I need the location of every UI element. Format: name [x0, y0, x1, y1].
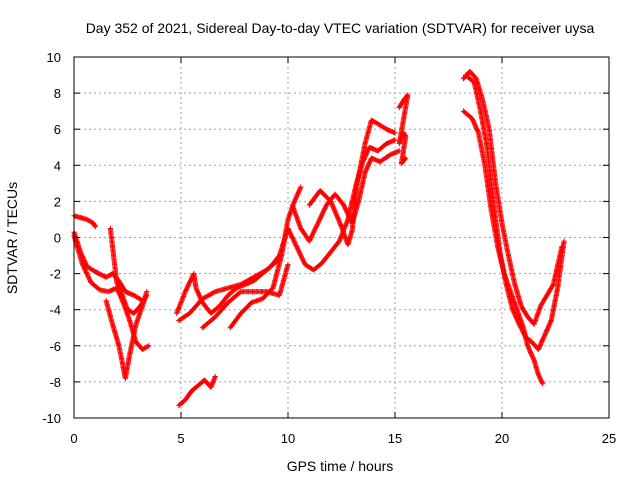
data-point: [392, 130, 398, 136]
data-point: [341, 202, 347, 208]
data-point: [291, 239, 297, 245]
data-point: [86, 276, 93, 282]
x-tick-label: 10: [281, 431, 295, 446]
data-point: [307, 237, 313, 243]
x-tick-label: 0: [70, 431, 77, 446]
data-point: [146, 343, 152, 349]
series-late-cluster: [396, 92, 411, 167]
data-point: [285, 227, 292, 233]
y-tick-label: -6: [49, 339, 61, 354]
chart-title: Day 352 of 2021, Sidereal Day-to-day VTE…: [86, 20, 595, 36]
data-point: [84, 271, 90, 277]
data-point: [308, 234, 315, 240]
y-tick-label: 2: [54, 194, 61, 209]
y-tick-label: -10: [42, 411, 61, 426]
series-early-d: [107, 225, 150, 316]
data-point: [403, 155, 409, 161]
y-tick-label: 0: [54, 231, 61, 246]
data-point: [540, 381, 546, 387]
data-point: [342, 205, 348, 211]
series-rise-b: [289, 148, 402, 244]
data-points: [71, 68, 567, 408]
data-point: [518, 325, 524, 331]
data-point: [298, 184, 304, 190]
grid-lines: [74, 57, 609, 418]
data-point: [285, 262, 291, 268]
data-point: [536, 373, 542, 379]
data-point: [521, 331, 527, 338]
data-point: [550, 282, 556, 289]
x-tick-label: 20: [495, 431, 509, 446]
data-point: [314, 221, 320, 227]
data-point: [519, 327, 525, 333]
data-point: [237, 289, 243, 296]
data-point: [516, 321, 522, 327]
series-desc-c: [463, 72, 567, 352]
series-rise-c: [306, 117, 398, 248]
axis-ticks: 0 5 10 15 20 25 -10 -8 -6 -4 -2 0 2 4 6 8 10: [42, 50, 616, 446]
data-point: [561, 238, 567, 244]
data-point: [81, 264, 87, 270]
series-low-segment: [176, 373, 218, 408]
data-point: [117, 287, 124, 294]
x-axis-label: GPS time / hours: [287, 458, 394, 474]
series-mid-d: [227, 184, 304, 331]
data-point: [321, 208, 327, 214]
data-point: [517, 323, 523, 329]
y-axis-label: SDTVAR / TECUs: [4, 182, 20, 294]
data-point: [313, 225, 319, 231]
x-tick-label: 25: [602, 431, 616, 446]
data-point: [186, 281, 192, 287]
data-point: [144, 292, 150, 298]
data-point: [520, 328, 526, 334]
data-point: [322, 204, 328, 210]
y-tick-label: 4: [54, 158, 61, 173]
x-tick-label: 15: [388, 431, 402, 446]
y-tick-label: 6: [54, 122, 61, 137]
data-point: [539, 380, 545, 386]
data-point: [316, 218, 322, 224]
y-tick-label: -2: [49, 267, 61, 282]
y-tick-label: -4: [49, 303, 61, 318]
data-point: [116, 284, 122, 290]
data-point: [311, 228, 317, 234]
series-mid-c: [199, 262, 291, 331]
x-tick-label: 5: [177, 431, 184, 446]
data-point: [392, 137, 398, 143]
data-point: [345, 211, 351, 217]
data-point: [521, 330, 527, 336]
y-tick-label: 10: [47, 50, 61, 65]
data-point: [82, 267, 88, 273]
data-point: [212, 373, 218, 380]
data-point: [92, 224, 98, 230]
data-point: [517, 322, 523, 328]
data-point: [293, 242, 299, 248]
y-tick-label: -8: [49, 375, 61, 390]
data-point: [290, 236, 296, 242]
data-point: [402, 156, 408, 162]
data-point: [520, 329, 526, 335]
data-point: [145, 343, 151, 349]
y-tick-label: 8: [54, 86, 61, 101]
data-point: [143, 293, 149, 299]
data-point: [299, 256, 305, 262]
